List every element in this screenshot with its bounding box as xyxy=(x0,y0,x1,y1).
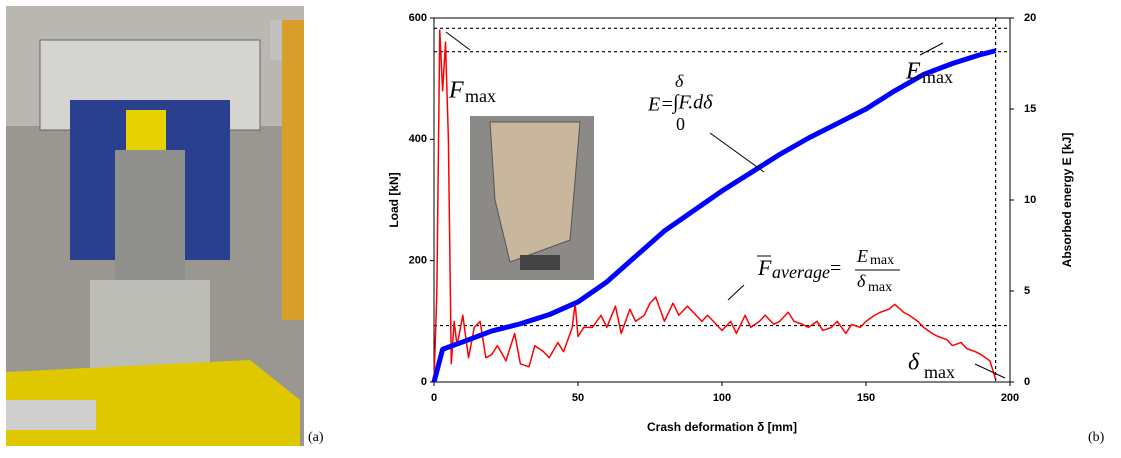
annotation: E xyxy=(905,59,921,85)
annotation: E= xyxy=(647,94,674,116)
annotation: E xyxy=(856,246,868,266)
y2-tick-label: 10 xyxy=(1024,194,1036,206)
x-tick-label: 50 xyxy=(572,392,584,404)
annotation: F xyxy=(757,255,772,280)
y-axis-label: Load [kN] xyxy=(387,172,401,227)
annotation: ∫F.dδ xyxy=(671,92,713,115)
annotation: = xyxy=(830,258,841,280)
annotation: average xyxy=(772,262,830,282)
x-tick-label: 200 xyxy=(1001,392,1019,404)
annotation: δ xyxy=(675,71,684,91)
annotation: max xyxy=(868,280,892,295)
y2-axis-label: Absorbed energy E [kJ] xyxy=(1060,133,1074,268)
annotation: max xyxy=(924,362,955,382)
photo xyxy=(6,6,304,446)
panel-label: (b) xyxy=(1088,430,1105,445)
inset-photo xyxy=(470,116,594,280)
annotation: 0 xyxy=(676,114,685,134)
x-tick-label: 100 xyxy=(713,392,731,404)
x-axis-label: Crash deformation δ [mm] xyxy=(647,420,797,434)
y-tick-label: 200 xyxy=(409,255,427,267)
y2-tick-label: 20 xyxy=(1024,12,1036,24)
x-tick-label: 150 xyxy=(857,392,875,404)
data-line xyxy=(431,48,997,383)
y-tick-label: 600 xyxy=(409,12,427,24)
annotation: F xyxy=(448,78,464,104)
annotation: max xyxy=(870,253,894,268)
annotation: δ xyxy=(857,271,866,291)
annotations: F max E max δ max E= δ ∫F.dδ 0 F average… xyxy=(448,59,955,383)
panel-label: (a) xyxy=(308,430,324,445)
y-tick-label: 400 xyxy=(409,133,427,145)
data-line xyxy=(433,29,997,383)
y2-tick-label: 5 xyxy=(1024,285,1030,297)
annotation: δ xyxy=(908,350,920,376)
annotation: max xyxy=(465,86,496,106)
y2-tick-label: 15 xyxy=(1024,103,1036,115)
y-tick-label: 0 xyxy=(421,376,427,388)
arrows xyxy=(445,31,1006,379)
x-tick-label: 0 xyxy=(431,392,437,404)
y2-tick-label: 0 xyxy=(1024,376,1030,388)
annotation: max xyxy=(922,67,953,87)
